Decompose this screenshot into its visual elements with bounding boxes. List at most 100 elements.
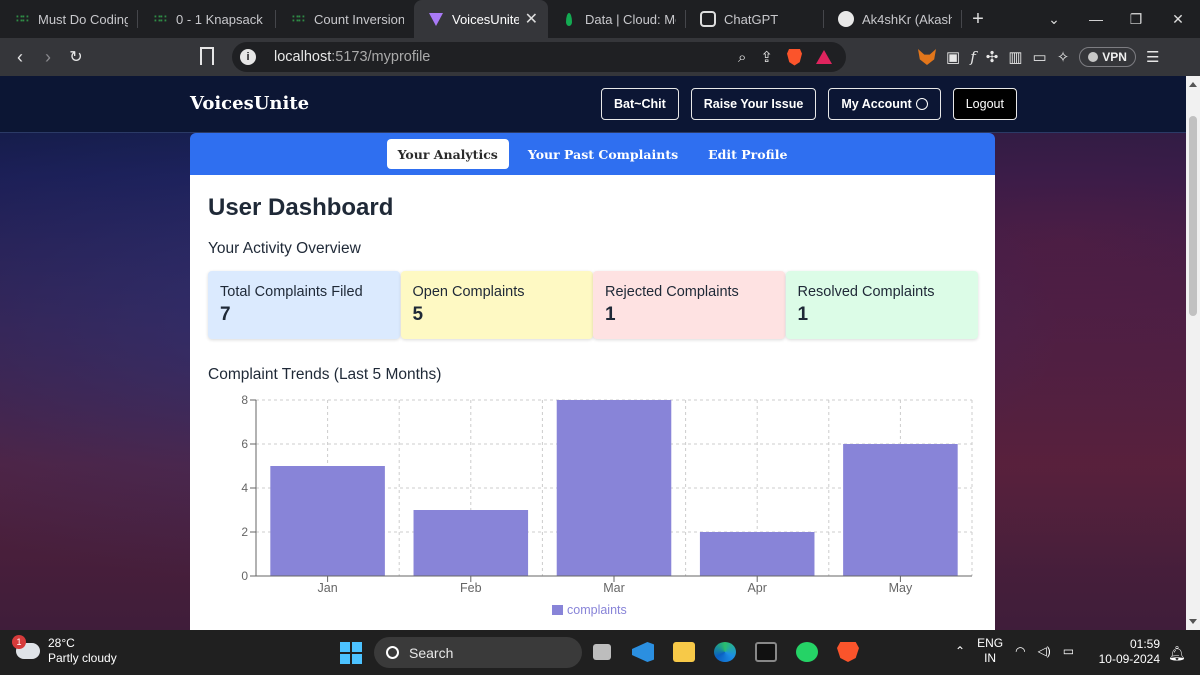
scroll-down-arrow[interactable]	[1189, 619, 1197, 624]
url-text: localhost:5173/myprofile	[274, 49, 430, 65]
complaint-trends-heading: Complaint Trends (Last 5 Months)	[208, 366, 442, 383]
formula-extension-icon[interactable]: f	[970, 48, 976, 66]
chevron-up-icon[interactable]: ⌃	[955, 644, 966, 658]
sidebar-icon[interactable]: ▥	[1008, 49, 1023, 66]
chatgpt-icon	[700, 11, 716, 27]
file-explorer-icon[interactable]	[670, 637, 698, 667]
x-tick-label: May	[889, 581, 913, 595]
dashboard-card: User Dashboard Your Activity Overview To…	[190, 175, 995, 630]
restore-button[interactable]: ❐	[1129, 10, 1143, 27]
windows-taskbar: 1 28°C Partly cloudy Search ⌃ ENG IN ◠ ◁) …	[0, 630, 1200, 675]
volume-icon[interactable]: ◁)	[1037, 644, 1051, 658]
brave-rewards-icon[interactable]	[816, 50, 832, 64]
close-window-button[interactable]: ✕	[1172, 10, 1184, 27]
metamask-extension-icon[interactable]	[918, 49, 936, 65]
close-tab-icon[interactable]: ✕	[524, 11, 538, 28]
browser-tab[interactable]: ChatGPT	[686, 0, 824, 38]
bookmark-icon[interactable]	[200, 47, 214, 65]
vpn-status-icon	[1088, 52, 1099, 62]
y-tick-label: 2	[241, 525, 248, 539]
stat-label: Resolved Complaints	[797, 284, 935, 300]
brave-icon[interactable]	[834, 637, 862, 667]
tab-past-complaints[interactable]: Your Past Complaints	[527, 146, 679, 162]
page-title: User Dashboard	[208, 194, 394, 221]
chat-button[interactable]: Bat~Chit	[601, 88, 679, 120]
minimize-button[interactable]: —	[1089, 11, 1103, 27]
chart-bar	[843, 444, 958, 576]
terminal-icon[interactable]	[752, 637, 780, 667]
clock-time: 01:59	[1129, 637, 1160, 651]
tab-search-chevron-icon[interactable]: ⌄	[1048, 10, 1060, 27]
browser-tab-active[interactable]: VoicesUnite ✕	[414, 0, 548, 38]
windows-start-icon[interactable]	[340, 642, 362, 664]
tab-title: VoicesUnite	[452, 11, 519, 27]
tab-title: 0 - 1 Knapsack Pro	[176, 11, 266, 27]
brave-shields-icon[interactable]	[787, 48, 802, 66]
legend-label: complaints	[567, 603, 627, 617]
edge-icon[interactable]	[711, 637, 739, 667]
browser-tab[interactable]: Data | Cloud: Mon	[548, 0, 686, 38]
leo-ai-icon[interactable]: ✧	[1056, 49, 1070, 66]
language-indicator[interactable]: ENG IN	[977, 636, 1003, 666]
system-clock[interactable]: 01:59 10-09-2024	[1098, 637, 1160, 667]
zoom-icon[interactable]: ⌕	[738, 48, 747, 66]
page-viewport: VoicesUnite Bat~Chit Raise Your Issue My…	[0, 76, 1186, 630]
reload-button[interactable]: ↻	[69, 49, 83, 66]
partly-cloudy-icon: 1	[12, 635, 40, 659]
notification-badge: 1	[12, 635, 26, 649]
vscode-icon[interactable]	[629, 637, 657, 667]
notification-bell-icon[interactable]: 🔔︎	[1168, 645, 1186, 661]
mongodb-icon	[566, 12, 572, 26]
browser-tab[interactable]: ∷∷ 0 - 1 Knapsack Pro	[138, 0, 276, 38]
address-bar[interactable]: i localhost:5173/myprofile ⌕ ⇪	[232, 42, 846, 72]
whatsapp-icon[interactable]	[793, 637, 821, 667]
brand-logo[interactable]: VoicesUnite	[190, 93, 310, 114]
site-info-icon[interactable]: i	[240, 49, 256, 65]
y-tick-label: 0	[241, 569, 248, 583]
region-code: IN	[984, 651, 997, 665]
tab-title: Ak4shKr (Akash Ku	[862, 11, 952, 27]
browser-tab[interactable]: ∷∷ Count Inversions |	[276, 0, 414, 38]
my-account-button[interactable]: My Account	[828, 88, 941, 120]
browser-toolbar: ‹ › ↻ i localhost:5173/myprofile ⌕ ⇪ ▣ f…	[0, 38, 1200, 76]
search-placeholder: Search	[409, 644, 454, 661]
back-button[interactable]: ‹	[17, 46, 23, 67]
temperature: 28°C	[48, 636, 75, 650]
stat-value: 1	[797, 304, 809, 325]
browser-tab[interactable]: Ak4shKr (Akash Ku	[824, 0, 962, 38]
vpn-button[interactable]: VPN	[1079, 47, 1136, 67]
y-tick-label: 8	[241, 393, 248, 407]
geeksforgeeks-icon: ∷∷	[16, 13, 29, 25]
vite-icon	[429, 12, 443, 26]
tab-title: Must Do Coding Q	[38, 11, 128, 27]
tab-your-analytics[interactable]: Your Analytics	[386, 139, 509, 169]
new-tab-button[interactable]: +	[972, 7, 984, 30]
extension-icon[interactable]: ▣	[946, 49, 961, 66]
stat-card-resolved: Resolved Complaints 1	[785, 271, 978, 339]
activity-overview-heading: Your Activity Overview	[208, 240, 361, 257]
taskbar-search[interactable]: Search	[374, 637, 582, 668]
battery-icon[interactable]: ▭	[1062, 644, 1075, 658]
task-view-icon[interactable]	[588, 637, 616, 667]
forward-button[interactable]: ›	[45, 46, 51, 67]
scroll-up-arrow[interactable]	[1189, 82, 1197, 87]
scrollbar-thumb[interactable]	[1189, 116, 1197, 316]
wifi-icon[interactable]: ◠	[1015, 644, 1026, 658]
wallet-icon[interactable]: ▭	[1032, 49, 1047, 66]
weather-widget[interactable]: 1 28°C Partly cloudy	[12, 635, 117, 666]
page-scrollbar[interactable]	[1186, 76, 1200, 630]
user-circle-icon	[915, 98, 928, 110]
stat-label: Total Complaints Filed	[220, 284, 363, 300]
menu-icon[interactable]: ☰	[1145, 49, 1160, 66]
extensions-puzzle-icon[interactable]: ✣	[985, 49, 999, 66]
stat-card-open: Open Complaints 5	[400, 271, 593, 339]
browser-tab[interactable]: ∷∷ Must Do Coding Q	[0, 0, 138, 38]
weather-condition: Partly cloudy	[48, 651, 117, 665]
url-host: localhost	[274, 49, 332, 65]
y-tick-label: 4	[241, 481, 248, 495]
share-icon[interactable]: ⇪	[760, 49, 773, 66]
tab-edit-profile[interactable]: Edit Profile	[708, 146, 788, 162]
raise-issue-button[interactable]: Raise Your Issue	[690, 88, 817, 120]
logout-button[interactable]: Logout	[952, 88, 1017, 120]
chart-bar	[556, 400, 672, 576]
